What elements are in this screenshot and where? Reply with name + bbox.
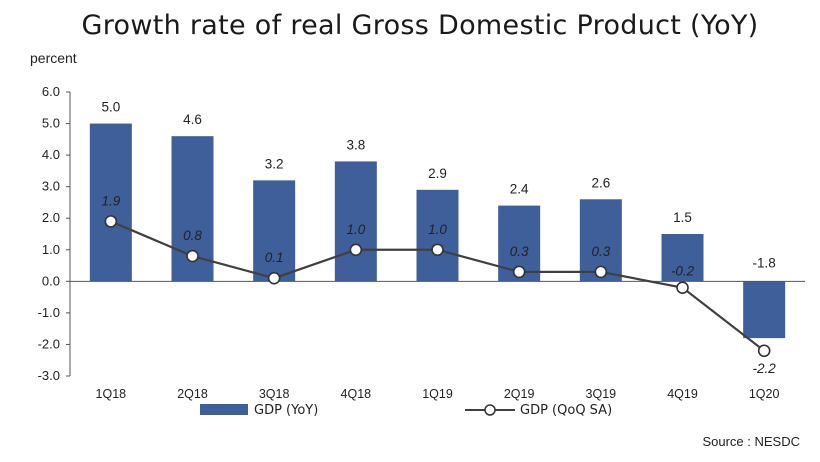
x-category-label: 2Q19 [504,387,535,401]
point-gdp-qoq-sa-1q19 [431,243,444,257]
line-point-label: 0.1 [265,250,284,265]
y-tick-label: 6.0 [42,84,60,99]
legend-marker-gdp-qoq-sa [484,404,496,416]
line-point-label: 1.0 [346,222,365,237]
legend-swatch-gdp-yoy [200,404,248,415]
x-category-label: 3Q19 [586,387,617,401]
y-tick-label: 3.0 [42,179,60,194]
line-point-label: -0.2 [671,264,695,279]
point-gdp-qoq-sa-1q18 [104,215,118,228]
y-tick-label: -1.0 [38,305,60,320]
legend: GDP (YoY) GDP (QoQ SA) [200,403,612,418]
point-gdp-qoq-sa-2q18 [186,249,199,263]
source-note: Source : NESDC [702,434,800,449]
bar-value-label: 2.9 [428,166,447,181]
x-category-label: 1Q18 [96,387,127,401]
bar-gdp-yoy-3q18 [253,180,296,282]
y-tick-label: 1.0 [42,242,60,257]
y-tick-label: -3.0 [38,368,60,383]
line-point-label: 0.3 [591,244,610,259]
x-category-label: 4Q18 [341,387,372,401]
x-category-label: 4Q19 [667,387,698,401]
bar-gdp-yoy-1q18 [89,123,132,282]
x-category-label: 3Q18 [259,387,290,401]
bar-gdp-yoy-4q19 [661,234,704,282]
bar-value-label: 4.6 [183,112,202,127]
x-category-label: 2Q18 [177,387,208,401]
bar-value-label: 3.2 [265,156,284,171]
bar-gdp-yoy-1q20 [743,281,786,339]
y-tick-label: 0.0 [42,273,60,288]
line-point-label: 1.0 [428,222,447,237]
y-tick-label: 2.0 [42,210,60,225]
y-axis-unit-label: percent [30,50,77,66]
point-gdp-qoq-sa-2q19 [512,265,526,279]
y-tick-label: 4.0 [42,147,60,162]
bar-value-label: 1.5 [673,210,692,225]
line-point-label: 0.3 [510,244,529,259]
legend-label-gdp-yoy: GDP (YoY) [254,403,318,418]
bar-value-label: 5.0 [101,100,120,115]
y-tick-label: -2.0 [38,336,60,351]
line-point-label: -2.2 [753,361,777,376]
y-tick-label: 5.0 [42,116,60,131]
bar-value-label: -1.8 [753,255,776,270]
bar-gdp-yoy-4q18 [334,161,377,282]
point-gdp-qoq-sa-3q18 [267,271,281,285]
x-category-label: 1Q20 [749,387,780,401]
legend-label-gdp-qoq-sa: GDP (QoQ SA) [520,403,612,418]
bar-gdp-yoy-1q19 [416,189,459,282]
point-gdp-qoq-sa-4q18 [349,243,363,257]
point-gdp-qoq-sa-1q20 [757,344,771,358]
x-category-label: 1Q19 [422,387,453,401]
point-gdp-qoq-sa-4q19 [676,281,689,294]
line-point-label: 1.9 [101,193,120,208]
bar-value-label: 3.8 [346,137,365,152]
chart-title: Growth rate of real Gross Domestic Produ… [81,10,759,41]
bar-value-label: 2.4 [510,182,529,197]
bar-value-label: 2.6 [591,175,610,190]
line-point-label: 0.8 [183,228,202,243]
point-gdp-qoq-sa-3q19 [594,265,608,279]
